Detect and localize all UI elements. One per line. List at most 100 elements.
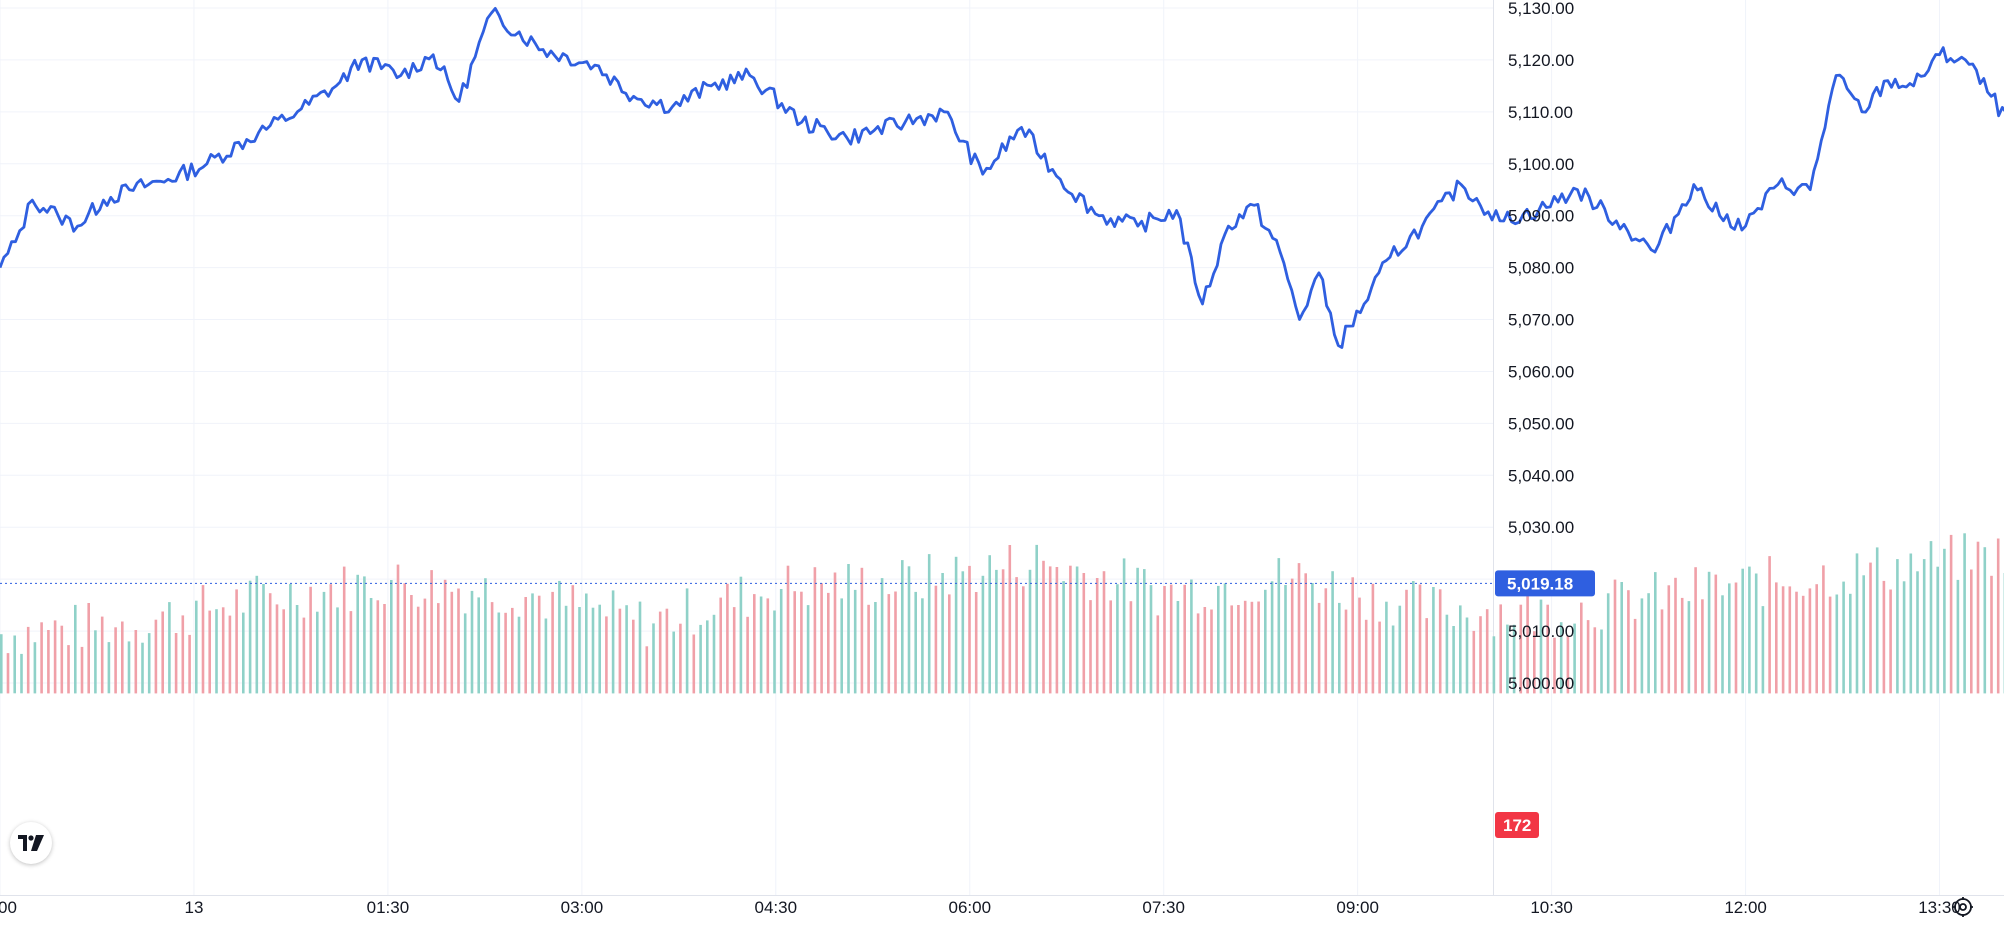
volume-bar xyxy=(1459,605,1462,694)
volume-bar xyxy=(1001,569,1005,694)
volume-bar xyxy=(1862,575,1865,694)
volume-bar xyxy=(1183,584,1186,694)
volume-bar xyxy=(437,603,440,694)
volume-bar xyxy=(1586,620,1590,694)
volume-bar xyxy=(1203,607,1207,694)
last-price-tag: 5,019.18 xyxy=(1495,570,1595,597)
volume-bar xyxy=(363,576,366,694)
volume-bar xyxy=(1956,579,1960,694)
volume-bar xyxy=(860,567,864,694)
volume-bar xyxy=(161,611,164,694)
volume-bar xyxy=(1324,588,1328,694)
volume-bar xyxy=(369,598,373,694)
time-tick-label: 13:30 xyxy=(1918,898,1961,917)
volume-bar xyxy=(470,590,474,694)
volume-bar xyxy=(0,634,3,694)
volume-bar xyxy=(47,630,50,694)
volume-bar xyxy=(1351,577,1354,694)
volume-bar xyxy=(1795,591,1798,694)
volume-bar xyxy=(611,590,615,694)
time-tick-label: 04:30 xyxy=(755,898,798,917)
price-tick-label: 5,050.00 xyxy=(1508,414,1574,433)
volume-bar xyxy=(1835,594,1839,694)
volume-bar xyxy=(625,605,628,694)
volume-bar xyxy=(880,578,884,694)
time-tick-label: 09:00 xyxy=(1336,898,1379,917)
volume-bar xyxy=(1566,635,1570,694)
volume-bar xyxy=(443,579,447,694)
volume-bar xyxy=(753,594,756,694)
volume-bar xyxy=(524,597,527,694)
volume-bar xyxy=(914,591,917,694)
volume-bar xyxy=(1136,567,1139,694)
volume-bar xyxy=(1270,581,1274,694)
volume-bar xyxy=(1338,602,1341,694)
volume-bar xyxy=(141,642,144,694)
volume-bar xyxy=(585,593,588,694)
volume-bar xyxy=(1149,585,1153,694)
volume-bar xyxy=(1667,585,1671,694)
volume-bar xyxy=(1109,600,1112,694)
volume-bar xyxy=(1761,606,1765,694)
volume-bar xyxy=(658,611,662,694)
time-axis[interactable]: 00 13 01:30 03:00 04:30 06:00 07:30 09:00 10:30 1… xyxy=(0,898,2004,917)
volume-bar xyxy=(1707,571,1711,694)
volume-bar xyxy=(262,584,265,694)
volume-bar xyxy=(154,619,158,694)
volume-bar xyxy=(181,615,185,694)
volume-bar xyxy=(773,610,776,694)
time-tick-label: 00 xyxy=(0,898,17,917)
volume-bar xyxy=(746,616,749,694)
volume-last-label: 172 xyxy=(1503,816,1531,835)
volume-bar xyxy=(1963,533,1966,694)
volume-bar xyxy=(188,634,191,694)
settings-icon[interactable] xyxy=(1948,892,1978,922)
volume-bar xyxy=(1694,567,1697,694)
volume-bar xyxy=(1781,586,1785,694)
volume-bar xyxy=(1169,584,1173,694)
volume-bar xyxy=(1331,571,1334,694)
volume-bar xyxy=(504,612,507,694)
volume-bar xyxy=(53,620,57,694)
volume-bar xyxy=(457,588,460,694)
volume-bar xyxy=(1062,581,1065,694)
time-tick-label: 13 xyxy=(185,898,204,917)
volume-bar xyxy=(336,607,339,694)
volume-bar xyxy=(430,570,433,694)
volume-bar xyxy=(289,584,292,694)
tradingview-logo-icon[interactable] xyxy=(10,822,52,864)
volume-bar xyxy=(921,598,924,694)
volume-bar xyxy=(1815,584,1818,694)
volume-bar xyxy=(40,622,43,694)
price-axis[interactable]: 5,000.005,010.005,020.005,030.005,040.00… xyxy=(1508,0,1574,693)
volume-bar xyxy=(1304,573,1307,694)
volume-bar xyxy=(1391,625,1395,694)
price-tick-label: 5,000.00 xyxy=(1508,674,1574,693)
volume-bar xyxy=(376,600,380,694)
volume-bar xyxy=(383,604,386,694)
volume-bar xyxy=(1217,585,1220,694)
volume-bar xyxy=(847,564,850,694)
volume-bar xyxy=(692,634,696,694)
volume-bar xyxy=(1311,583,1314,694)
volume-bar xyxy=(995,569,998,694)
volume-bar xyxy=(282,609,285,694)
volume-bar xyxy=(1842,581,1845,694)
volume-bar xyxy=(1089,600,1092,694)
volume-bar xyxy=(195,600,198,694)
last-price-tag-bg xyxy=(1495,570,1595,597)
volume-bar xyxy=(1970,569,1973,694)
volume-bar xyxy=(349,611,353,694)
price-tick-label: 5,090.00 xyxy=(1508,207,1574,226)
volume-bar xyxy=(1687,601,1691,694)
volume-bar xyxy=(1943,548,1946,694)
volume-bar xyxy=(1190,579,1193,694)
volume-bar xyxy=(679,623,682,694)
volume-bar xyxy=(1889,589,1892,694)
volume-bar xyxy=(712,614,716,694)
volume-bar xyxy=(1364,619,1368,694)
volume-bar xyxy=(813,567,817,694)
volume-bar xyxy=(497,612,501,694)
volume-bar xyxy=(732,607,736,694)
